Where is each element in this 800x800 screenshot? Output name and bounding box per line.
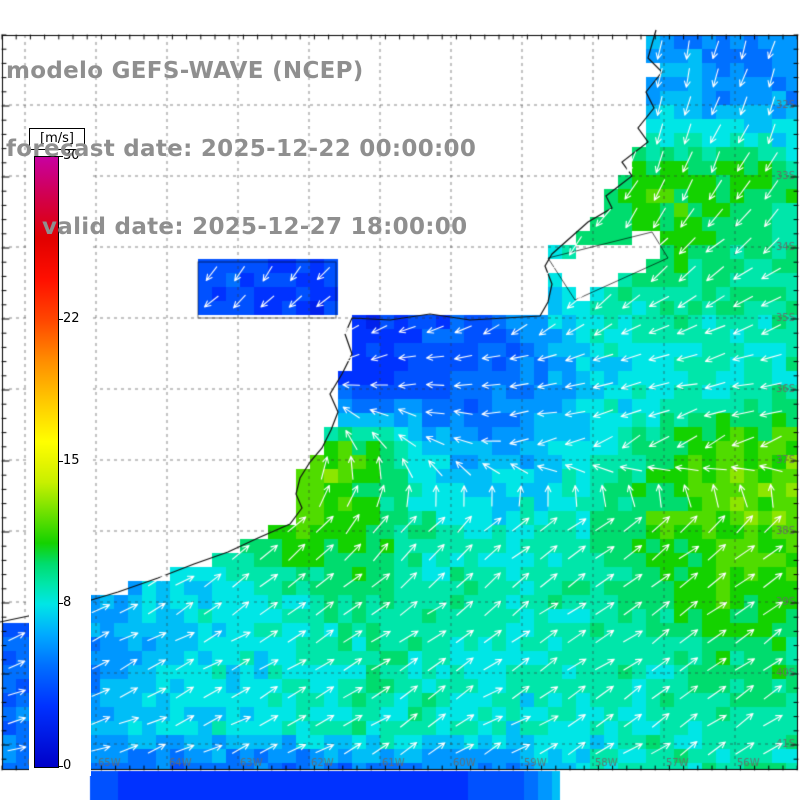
colorbar: [m/s] 30 22 15 8 0: [29, 126, 91, 776]
colorbar-tick-label: 15: [63, 453, 80, 468]
colorbar-tick-label: 30: [63, 148, 80, 163]
colorbar-tick-mark: [58, 603, 63, 605]
colorbar-tick-label: 8: [63, 595, 72, 611]
valid-date: valid date: 2025-12-27 18:00:00: [42, 214, 468, 240]
colorbar-unit-label: [m/s]: [29, 128, 85, 150]
colorbar-tick-label: 0: [63, 758, 72, 773]
title-block: modelo GEFS-WAVE (NCEP) forecast date: 2…: [6, 6, 476, 292]
colorbar-tick-label: 22: [63, 310, 80, 326]
colorbar-gradient: [34, 156, 59, 768]
colorbar-tick-mark: [58, 766, 63, 767]
model-title: modelo GEFS-WAVE (NCEP): [6, 58, 364, 84]
forecast-date: forecast date: 2025-12-22 00:00:00: [6, 136, 477, 162]
colorbar-tick-mark: [58, 156, 63, 157]
colorbar-tick-mark: [58, 461, 63, 462]
colorbar-tick-mark: [58, 318, 63, 320]
